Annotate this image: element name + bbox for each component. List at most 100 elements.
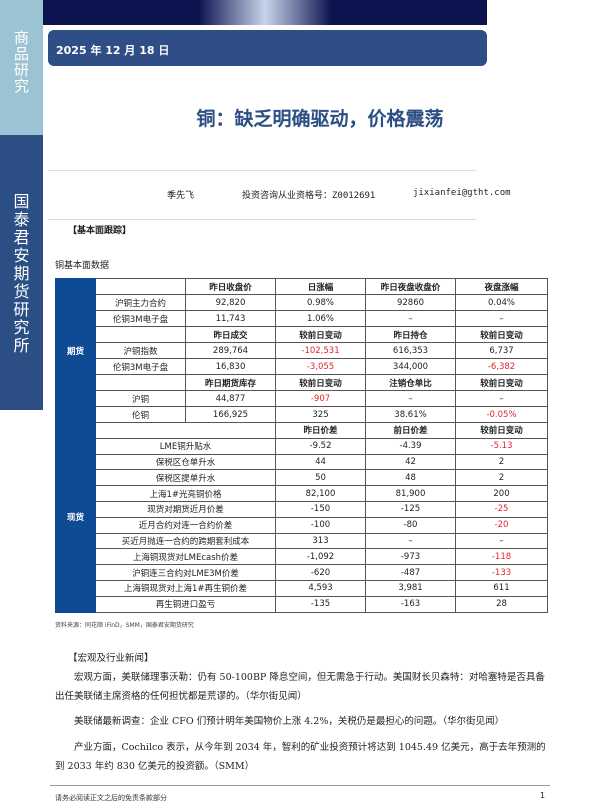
table-cell: 0.98% bbox=[275, 294, 366, 311]
table-cell: -0.05% bbox=[455, 406, 548, 423]
author-name: 季先飞 bbox=[167, 191, 195, 201]
table-cell: – bbox=[365, 532, 456, 550]
futures-table: 期货 昨日收盘价 日涨幅 昨日夜盘收盘价 夜盘涨幅 沪铜主力合约 92,820 0.98% 92… bbox=[55, 278, 548, 423]
date-bar: 2025 年 12 月 18 日 bbox=[48, 30, 487, 66]
row-label bbox=[95, 374, 186, 391]
table-cell: – bbox=[455, 532, 548, 550]
table-cell: 289,764 bbox=[185, 342, 276, 359]
table-row: 沪铜 44,877 -907– – bbox=[56, 390, 548, 407]
news-paragraph: 美联储最新调查：企业 CFO 们预计明年美国物价上涨 4.2%，关税仍是最担心的… bbox=[74, 716, 505, 727]
sidebar-institute: 国泰君安期货研究所 bbox=[0, 135, 43, 410]
table-cell: 前日价差 bbox=[365, 422, 456, 439]
table-cell: -118 bbox=[455, 548, 548, 566]
table-cell: -150 bbox=[275, 500, 366, 518]
table-cell: 325 bbox=[275, 406, 366, 423]
row-label: 保税区提单升水 bbox=[95, 469, 276, 487]
table-cell: 313 bbox=[275, 532, 366, 550]
row-label: 沪铜主力合约 bbox=[95, 294, 186, 311]
table-row: 买近月抛连一合约的跨期套利成本 313– – bbox=[56, 532, 548, 550]
row-label: 沪铜 bbox=[95, 390, 186, 407]
table-cell: 92,820 bbox=[185, 294, 276, 311]
table-row: LME铜升贴水 -9.52 -4.39 -5.13 bbox=[56, 437, 548, 455]
table-cell: 44,877 bbox=[185, 390, 276, 407]
author-email[interactable]: jixianfei@gtht.com bbox=[413, 188, 511, 198]
table-row: 上海铜现货对LMEcash价差 -1,092 -973 -118 bbox=[56, 548, 548, 566]
row-label: 沪铜连三合约对LME3M价差 bbox=[95, 564, 276, 581]
table-row: 现货 昨日价差 前日价差 较前日变动 bbox=[55, 422, 548, 613]
row-label: LME铜升贴水 bbox=[95, 437, 276, 455]
table-cell: – bbox=[455, 310, 548, 327]
table-cell: -9.52 bbox=[275, 437, 366, 455]
row-label: 保税区仓单升水 bbox=[95, 453, 276, 471]
row-label bbox=[95, 278, 186, 295]
table-row: 再生铜进口盈亏 -135 -163 28 bbox=[56, 595, 548, 613]
table-cell: -6,382 bbox=[455, 358, 548, 375]
table-cell: 2 bbox=[455, 453, 548, 471]
table-cell: 16,830 bbox=[185, 358, 276, 375]
table-row: 沪铜连三合约对LME3M价差 -620 -487 -133 bbox=[56, 564, 548, 581]
author-license: 投资咨询从业资格号：Z0012691 bbox=[242, 191, 376, 201]
table-cell: 200 bbox=[455, 485, 548, 502]
spot-table: 现货 昨日价差 前日价差 较前日变动 LME铜升贴水 -9.52 -4.39 -5.13 保税区… bbox=[55, 422, 548, 613]
footer-divider bbox=[50, 785, 550, 786]
table-cell: 82,100 bbox=[275, 485, 366, 502]
table-cell: 0.04% bbox=[455, 294, 548, 311]
table-cell: 昨日持仓 bbox=[365, 326, 456, 343]
table-cell: -1,092 bbox=[275, 548, 366, 566]
table-cell: 48 bbox=[365, 469, 456, 487]
row-label: 沪铜指数 bbox=[95, 342, 186, 359]
table-cell: -80 bbox=[365, 516, 456, 534]
table-row: 期货 昨日收盘价 日涨幅 昨日夜盘收盘价 夜盘涨幅 bbox=[55, 278, 548, 423]
table-row: 伦铜 166,925 325 38.61% -0.05% bbox=[56, 406, 548, 423]
report-title: 铜：缺乏明确驱动，价格震荡 bbox=[196, 108, 444, 130]
table-cell: -487 bbox=[365, 564, 456, 581]
section-fundamentals: 【基本面跟踪】 bbox=[68, 226, 132, 236]
table-cell: 616,353 bbox=[365, 342, 456, 359]
row-label: 再生铜进口盈亏 bbox=[95, 595, 276, 613]
table-cell: 28 bbox=[455, 595, 548, 613]
table-cell: 较前日变动 bbox=[455, 422, 548, 439]
section-news: 【宏观及行业新闻】 bbox=[68, 653, 154, 664]
table-row: 伦铜3M电子盘 11,743 1.06% – – bbox=[56, 310, 548, 327]
table-cell: 42 bbox=[365, 453, 456, 471]
table-cell: 1.06% bbox=[275, 310, 366, 327]
table-row: 近月合约对连一合约价差 -100 -80 -20 bbox=[56, 516, 548, 534]
table-cell: -5.13 bbox=[455, 437, 548, 455]
table-cell: 344,000 bbox=[365, 358, 456, 375]
table-cell: 81,900 bbox=[365, 485, 456, 502]
row-label: 上海1#光亮铜价格 bbox=[95, 485, 276, 502]
table-cell: 昨日夜盘收盘价 bbox=[365, 278, 456, 295]
table-cell: -100 bbox=[275, 516, 366, 534]
table-cell: -135 bbox=[275, 595, 366, 613]
table-cell: -907 bbox=[275, 390, 366, 407]
table-cell: 较前日变动 bbox=[455, 374, 548, 391]
data-source: 资料来源：同花顺 iFinD，SMM，国泰君安期货研究 bbox=[55, 622, 194, 629]
table-cell: 2 bbox=[455, 469, 548, 487]
table-title: 铜基本面数据 bbox=[55, 261, 110, 271]
report-date: 2025 年 12 月 18 日 bbox=[56, 44, 170, 57]
table-cell: 注销仓单比 bbox=[365, 374, 456, 391]
table-cell: 38.61% bbox=[365, 406, 456, 423]
row-label: 近月合约对连一合约价差 bbox=[95, 516, 276, 534]
divider bbox=[48, 170, 476, 171]
table-cell: -163 bbox=[365, 595, 456, 613]
table-row: 保税区提单升水 50 48 2 bbox=[56, 469, 548, 487]
table-cell: -20 bbox=[455, 516, 548, 534]
spot-category: 现货 bbox=[55, 422, 96, 613]
sidebar-commodity-research: 商品研究 bbox=[0, 0, 43, 135]
table-cell: 较前日变动 bbox=[275, 326, 366, 343]
row-label: 现货对期货近月价差 bbox=[95, 500, 276, 518]
news-paragraph: 产业方面，Cochilco 表示，从今年到 2034 年，智利的矿业投资预计将达… bbox=[55, 742, 546, 772]
table-row: 沪铜主力合约 92,820 0.98% 92860 0.04% bbox=[56, 294, 548, 311]
sidebar-top-label: 商品研究 bbox=[13, 29, 29, 95]
table-row: 昨日期货库存 较前日变动 注销仓单比 较前日变动 bbox=[56, 374, 548, 391]
table-cell: 166,925 bbox=[185, 406, 276, 423]
table-row: 保税区仓单升水 44 42 2 bbox=[56, 453, 548, 471]
table-cell: -620 bbox=[275, 564, 366, 581]
futures-category: 期货 bbox=[55, 278, 96, 423]
table-row: 上海铜现货对上海1#再生铜价差 4,593 3,981 611 bbox=[56, 579, 548, 597]
row-label: 伦铜3M电子盘 bbox=[95, 310, 186, 327]
table-row: 现货对期货近月价差 -150 -125 -25 bbox=[56, 500, 548, 518]
table-cell: 92860 bbox=[365, 294, 456, 311]
table-cell: 6,737 bbox=[455, 342, 548, 359]
